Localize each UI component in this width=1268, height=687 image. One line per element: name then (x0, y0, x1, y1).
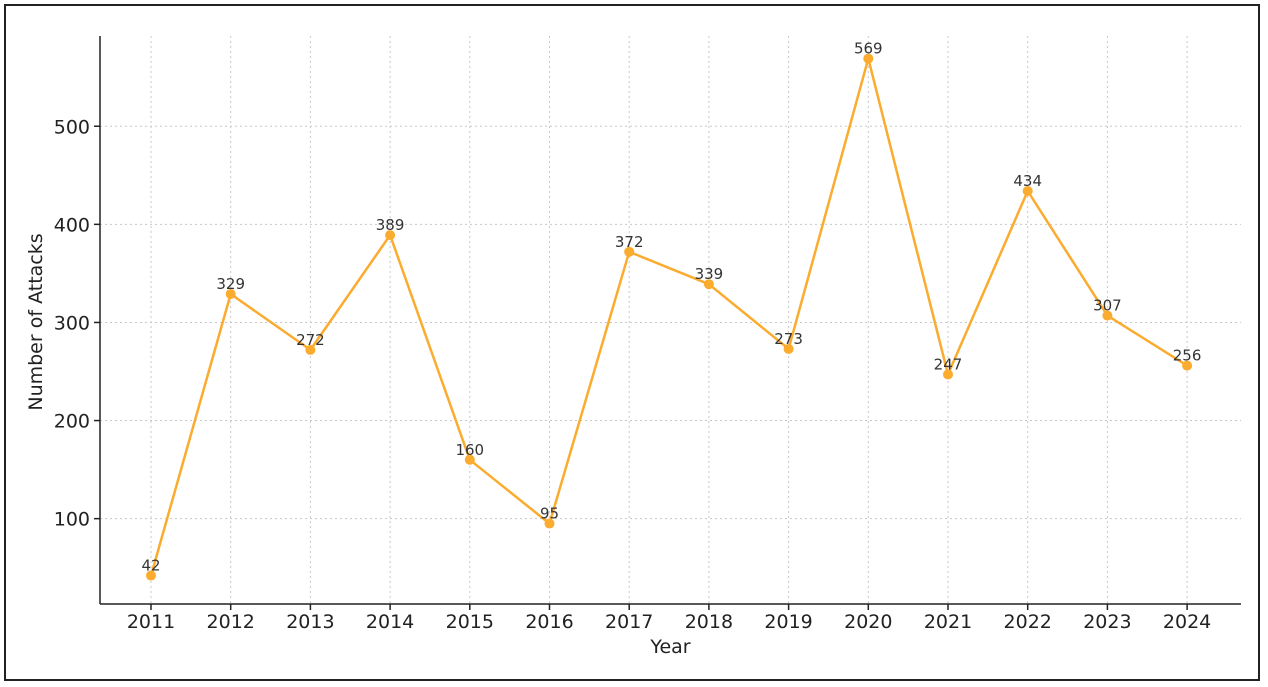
y-tick-label: 300 (54, 312, 90, 334)
x-tick-label: 2022 (1004, 611, 1052, 633)
data-point (305, 344, 316, 355)
series-line (149, 57, 1188, 576)
data-label: 569 (854, 40, 883, 58)
data-label: 339 (695, 265, 724, 283)
axes (99, 36, 1241, 605)
data-point (544, 518, 555, 529)
data-label: 160 (455, 441, 484, 459)
y-tick-label: 400 (54, 214, 90, 236)
data-point (624, 246, 635, 257)
y-axis-title: Number of Attacks (25, 233, 47, 410)
x-tick-labels: 2011 2012 2013 2014 2015 2016 2017 2018 2019 2020… (127, 604, 1211, 633)
data-point (943, 369, 953, 380)
data-point (863, 53, 874, 64)
x-tick-label: 2011 (127, 611, 175, 633)
data-point (1102, 310, 1113, 321)
x-tick-label: 2019 (764, 611, 812, 633)
data-points (146, 53, 1193, 581)
data-label: 256 (1173, 347, 1202, 365)
data-label: 247 (934, 355, 963, 373)
x-tick-label: 2013 (286, 611, 334, 633)
data-point (146, 570, 156, 581)
x-tick-label: 2017 (605, 611, 653, 633)
x-tick-label: 2021 (924, 611, 972, 633)
x-tick-label: 2012 (207, 611, 255, 633)
data-label: 389 (376, 216, 405, 234)
data-point (783, 343, 794, 354)
data-label: 272 (296, 331, 325, 349)
x-tick-label: 2024 (1163, 611, 1211, 633)
data-label: 307 (1093, 297, 1122, 315)
data-label: 273 (774, 330, 803, 348)
y-tick-label: 500 (54, 116, 90, 138)
y-tick-label: 100 (54, 509, 90, 531)
data-label: 42 (141, 557, 160, 575)
data-point (464, 454, 475, 465)
chart-frame (4, 4, 1260, 681)
grid (100, 36, 1241, 604)
y-tick-labels: 100 200 300 400 500 (54, 116, 100, 531)
x-tick-label: 2018 (685, 611, 733, 633)
x-tick-label: 2015 (446, 611, 494, 633)
data-point (1022, 185, 1033, 196)
x-tick-label: 2020 (844, 611, 892, 633)
data-point (703, 279, 714, 290)
x-tick-label: 2014 (366, 611, 414, 633)
series-layer (149, 57, 1188, 576)
data-labels: 42 329 272 389 160 95 372 339 273 569 247 434 307 256 (141, 40, 1201, 575)
data-point (385, 230, 396, 241)
data-point (1182, 360, 1193, 371)
data-label: 372 (615, 233, 644, 251)
data-label: 329 (216, 275, 245, 293)
data-label: 434 (1013, 172, 1042, 190)
y-tick-label: 200 (54, 411, 90, 433)
x-tick-label: 2023 (1083, 611, 1131, 633)
x-tick-label: 2016 (525, 611, 573, 633)
data-label: 95 (540, 505, 559, 523)
data-point (225, 289, 236, 300)
x-axis-title: Year (649, 636, 690, 658)
